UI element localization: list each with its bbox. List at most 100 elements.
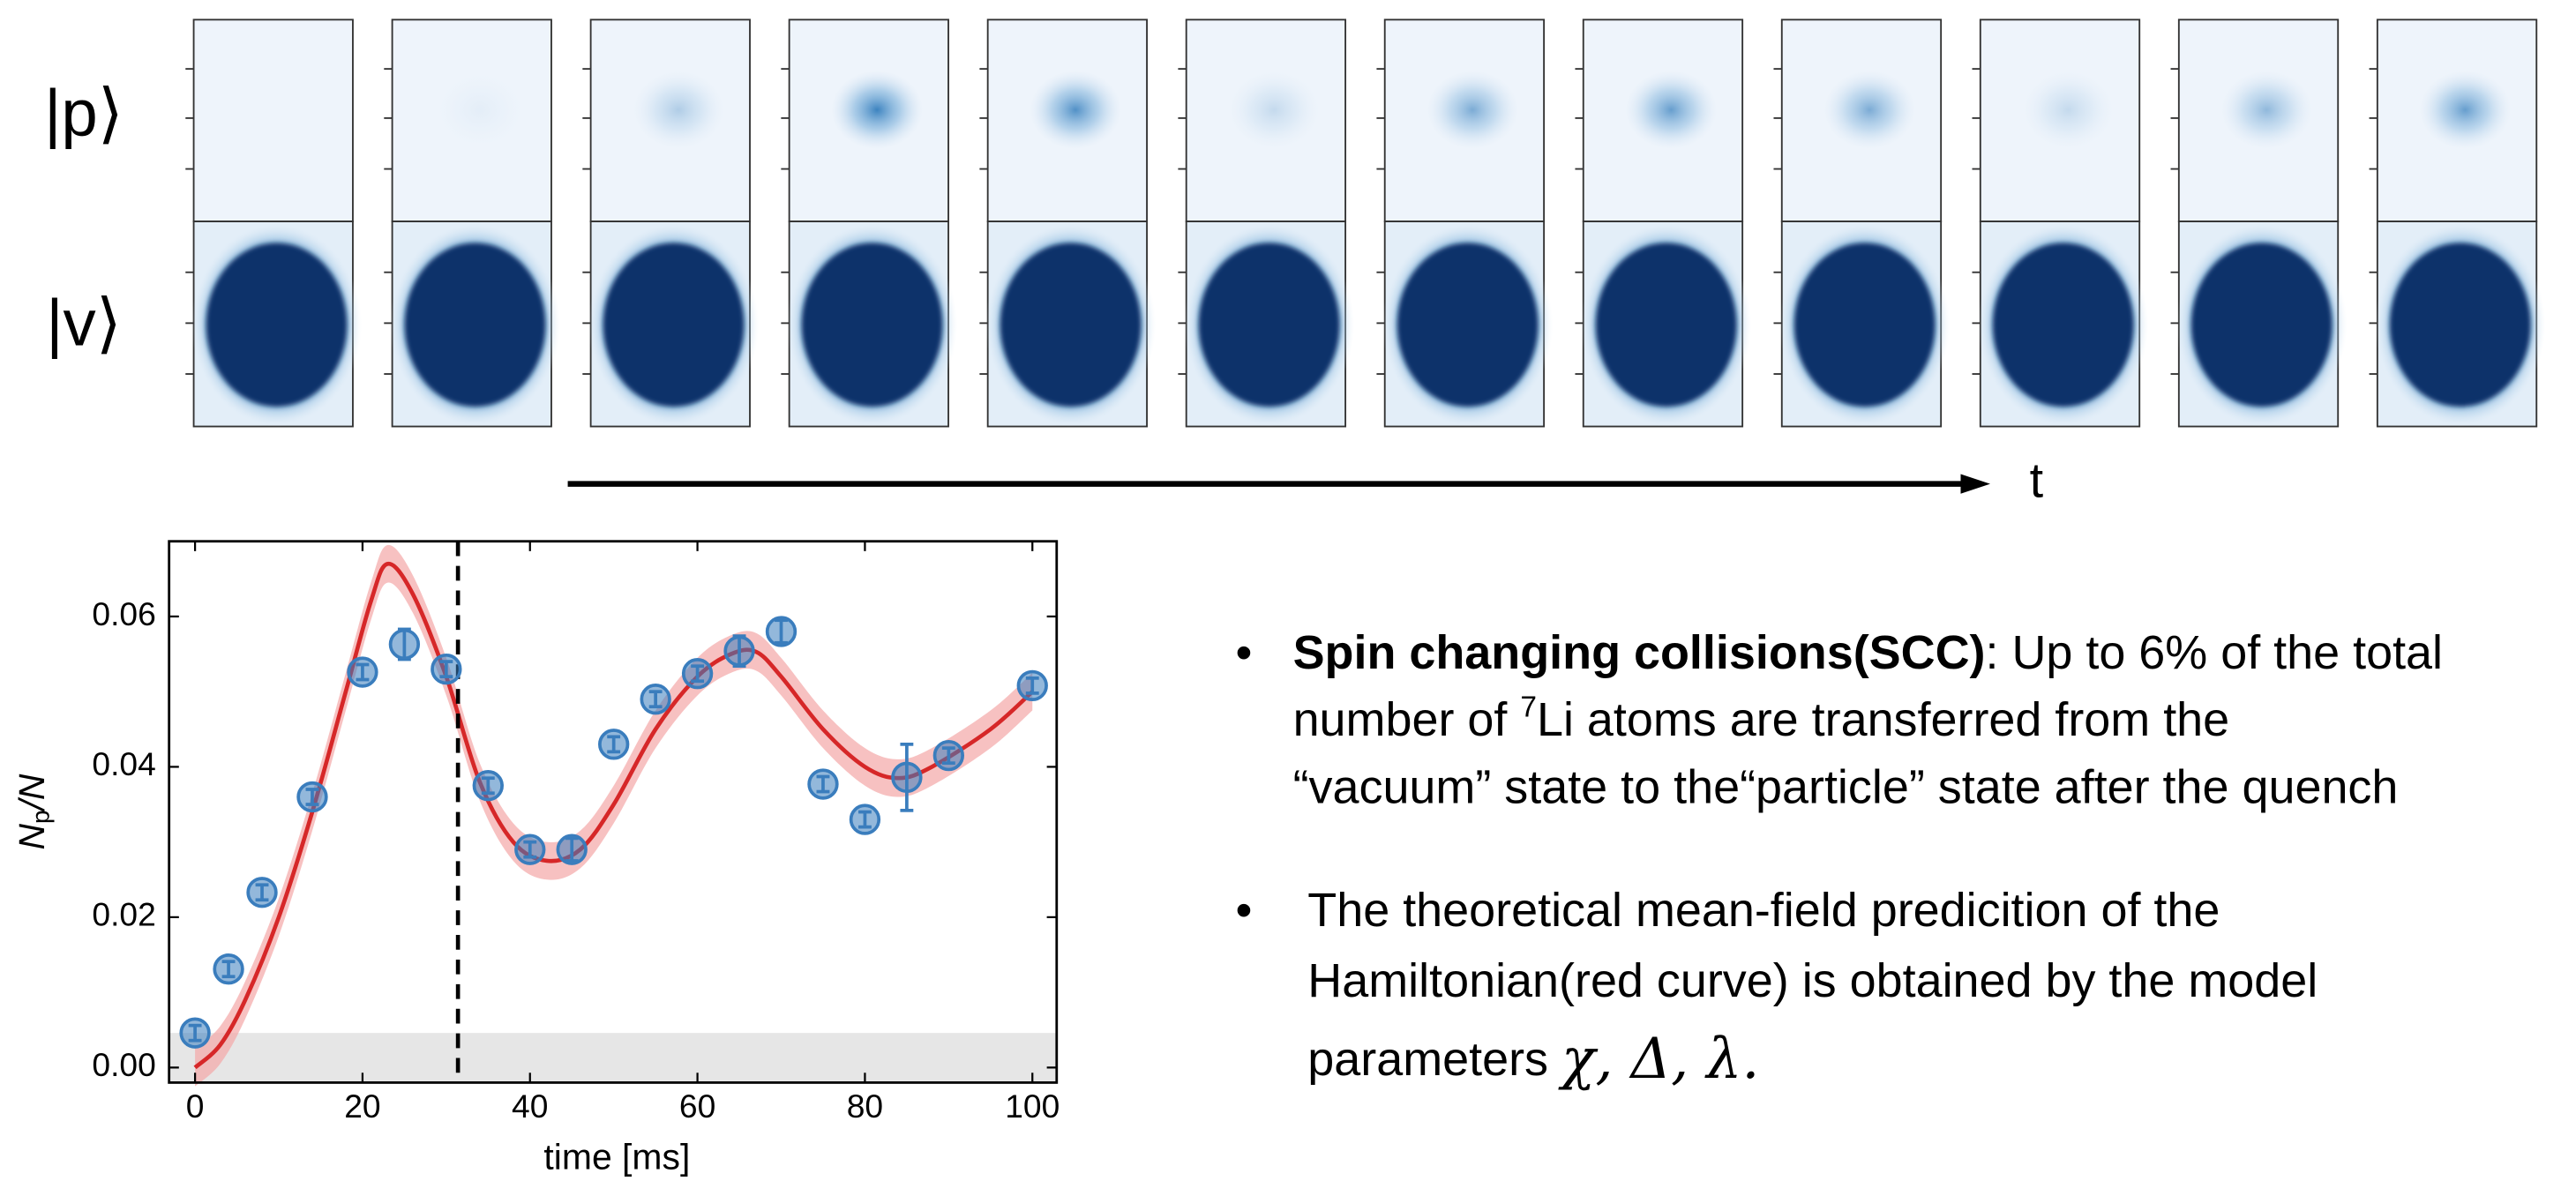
marker (556, 833, 588, 865)
data-point (598, 729, 630, 760)
marker (1016, 669, 1048, 702)
atom-cloud (1030, 70, 1122, 150)
data-point (640, 684, 671, 715)
bullet-line: Spin changing collisions(SCC): Up to 6% … (1293, 626, 2443, 679)
x-tick-label: 40 (512, 1088, 548, 1125)
marker (179, 1017, 211, 1049)
data-point (681, 658, 714, 690)
marker (640, 684, 671, 715)
marker (807, 768, 839, 800)
x-tick-label: 80 (847, 1088, 883, 1125)
data-point (556, 833, 588, 865)
bullet-line: Hamiltonian(red curve) is obtained by th… (1307, 954, 2318, 1007)
bullet-line: “vacuum” state to the“particle” state af… (1293, 761, 2399, 814)
data-point (179, 1017, 211, 1049)
data-point (765, 616, 798, 647)
y-tick-label: 0.04 (92, 745, 155, 782)
y-label-main: N (11, 824, 52, 850)
row-label: |p⟩ (44, 77, 124, 150)
row-label: |v⟩ (46, 287, 122, 360)
marker (681, 658, 714, 690)
bold-term: Spin changing collisions(SCC) (1293, 626, 1986, 679)
data-point (347, 656, 378, 688)
marker (598, 729, 630, 760)
x-axis-label: time [ms] (543, 1137, 690, 1177)
marker (388, 628, 421, 661)
atom-core (801, 243, 943, 407)
atom-cloud (1625, 70, 1718, 150)
atom-core (1000, 243, 1142, 407)
panel-top (192, 19, 354, 222)
bullet-line: parameters χ, Δ, λ. (1307, 1026, 1759, 1091)
text-run: Li atoms are transferred from the (1537, 693, 2229, 746)
atom-cloud (2022, 70, 2115, 150)
data-point (246, 877, 278, 908)
atom-core (1595, 243, 1737, 407)
data-point (514, 833, 546, 865)
marker (723, 635, 755, 667)
theory-band (195, 544, 1033, 1087)
atom-cloud (2419, 70, 2512, 150)
marker (891, 761, 923, 794)
marker (765, 616, 798, 647)
atom-core (1992, 243, 2134, 407)
atom-core (206, 243, 348, 407)
y-label-sub: p (27, 810, 55, 824)
marker (932, 739, 965, 772)
data-point (296, 781, 328, 813)
x-tick-label: 100 (1005, 1088, 1060, 1125)
bullet-line: The theoretical mean-field predicition o… (1307, 884, 2220, 937)
atom-core (404, 243, 546, 407)
math: χ, Δ, λ. (1558, 1026, 1760, 1091)
y-tick-label: 0.02 (92, 896, 155, 933)
data-point (431, 653, 462, 685)
data-point (1016, 669, 1048, 702)
superscript: 7 (1520, 691, 1537, 723)
atom-cloud (633, 70, 725, 150)
bullets: • Spin changing collisions(SCC): Up to 6… (1235, 626, 2443, 1090)
data-point (849, 804, 881, 835)
marker (246, 877, 278, 908)
atom-core (1397, 243, 1539, 407)
data-point (723, 634, 755, 669)
marker (472, 770, 504, 802)
data-point (807, 768, 839, 800)
data-point (213, 953, 244, 985)
shaded-region (168, 1033, 1057, 1083)
atom-cloud (831, 70, 924, 150)
x-tick-label: 20 (344, 1088, 380, 1125)
data-point (388, 627, 421, 662)
marker (296, 781, 328, 813)
y-tick-label: 0.00 (92, 1046, 155, 1083)
y-label-rest: /N (11, 774, 52, 812)
atom-core (2389, 243, 2531, 407)
y-tick-label: 0.06 (92, 595, 155, 632)
arrow-head (1960, 474, 1990, 494)
bullet-marker: • (1235, 626, 1252, 679)
y-axis-label: Np/N (11, 774, 55, 849)
atom-cloud (1427, 70, 1519, 150)
x-tick-label: 0 (186, 1088, 205, 1125)
marker (213, 953, 244, 985)
atom-core (1793, 243, 1936, 407)
chart: 0 20 40 60 80 100 0.00 0.02 0.04 0.06 (92, 540, 1060, 1125)
atom-cloud (1228, 70, 1321, 150)
data-point (891, 742, 923, 812)
data-point (932, 739, 965, 772)
marker (514, 833, 546, 865)
bullet-line: number of 7Li atoms are transferred from… (1293, 691, 2230, 746)
x-tick-label: 60 (679, 1088, 715, 1125)
marker (347, 656, 378, 688)
atom-cloud (2220, 70, 2313, 150)
data-point (472, 770, 504, 802)
atom-core (603, 243, 745, 407)
text-run: number of (1293, 693, 1521, 746)
marker (431, 653, 462, 685)
time-label: t (2030, 452, 2044, 507)
plot-frame (168, 540, 1059, 1084)
atom-core (2190, 243, 2333, 407)
marker (849, 804, 881, 835)
text-run: parameters (1307, 1033, 1561, 1086)
